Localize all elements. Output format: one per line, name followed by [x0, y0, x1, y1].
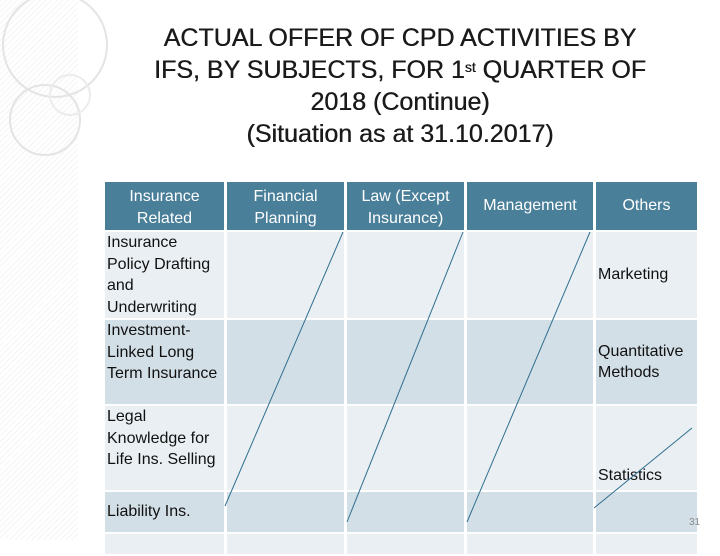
table-row: Insurance Policy Drafting and Underwriti… — [105, 232, 697, 318]
page-number: 31 — [689, 517, 701, 528]
title-line-2-end: QUARTER OF — [475, 56, 646, 84]
cell-others: Statistics — [596, 406, 697, 490]
table-row — [105, 534, 697, 554]
header-management: Management — [467, 182, 593, 230]
cell-management — [467, 406, 593, 490]
cell-management — [467, 534, 593, 554]
cell-others — [596, 492, 697, 532]
cpd-subjects-table: Insurance Related Financial Planning Law… — [102, 180, 700, 556]
header-insurance-related: Insurance Related — [105, 182, 224, 230]
cell-financial-planning — [227, 406, 344, 490]
decorative-band — [0, 0, 78, 540]
cell-financial-planning — [227, 534, 344, 554]
title-ordinal-suffix: st — [464, 59, 476, 75]
cell-others: Quantitative Methods — [596, 320, 697, 404]
cell-law — [347, 534, 464, 554]
cell-insurance-related: Investment-Linked Long Term Insurance — [105, 320, 224, 404]
header-others: Others — [596, 182, 697, 230]
cell-others: Marketing — [596, 232, 697, 318]
cell-financial-planning — [227, 492, 344, 532]
header-financial-planning: Financial Planning — [227, 182, 344, 230]
cell-others — [596, 534, 697, 554]
title-line-2: IFS, BY SUBJECTS, FOR 1st QUARTER OF — [100, 54, 700, 86]
cell-management — [467, 492, 593, 532]
cell-law — [347, 492, 464, 532]
cell-financial-planning — [227, 320, 344, 404]
cell-insurance-related: Legal Knowledge for Life Ins. Selling — [105, 406, 224, 490]
title-line-1: ACTUAL OFFER OF CPD ACTIVITIES BY — [163, 24, 637, 52]
cell-law — [347, 232, 464, 318]
cell-insurance-related: Liability Ins. — [105, 492, 224, 532]
table-row: Legal Knowledge for Life Ins. Selling St… — [105, 406, 697, 490]
title-line-4: (Situation as at 31.10.2017) — [246, 120, 554, 148]
cell-law — [347, 406, 464, 490]
header-law: Law (Except Insurance) — [347, 182, 464, 230]
cell-law — [347, 320, 464, 404]
cell-management — [467, 320, 593, 404]
cell-insurance-related: Insurance Policy Drafting and Underwriti… — [105, 232, 224, 318]
title-line-3: 2018 (Continue) — [310, 88, 490, 116]
page-title: ACTUAL OFFER OF CPD ACTIVITIES BY IFS, B… — [100, 22, 700, 150]
table-row: Investment-Linked Long Term Insurance Qu… — [105, 320, 697, 404]
cell-management — [467, 232, 593, 318]
title-line-2-text: IFS, BY SUBJECTS, FOR 1 — [154, 56, 465, 84]
cell-insurance-related — [105, 534, 224, 554]
decorative-circles — [2, 0, 108, 156]
table-row: Liability Ins. — [105, 492, 697, 532]
table-header-row: Insurance Related Financial Planning Law… — [105, 182, 697, 230]
cell-financial-planning — [227, 232, 344, 318]
